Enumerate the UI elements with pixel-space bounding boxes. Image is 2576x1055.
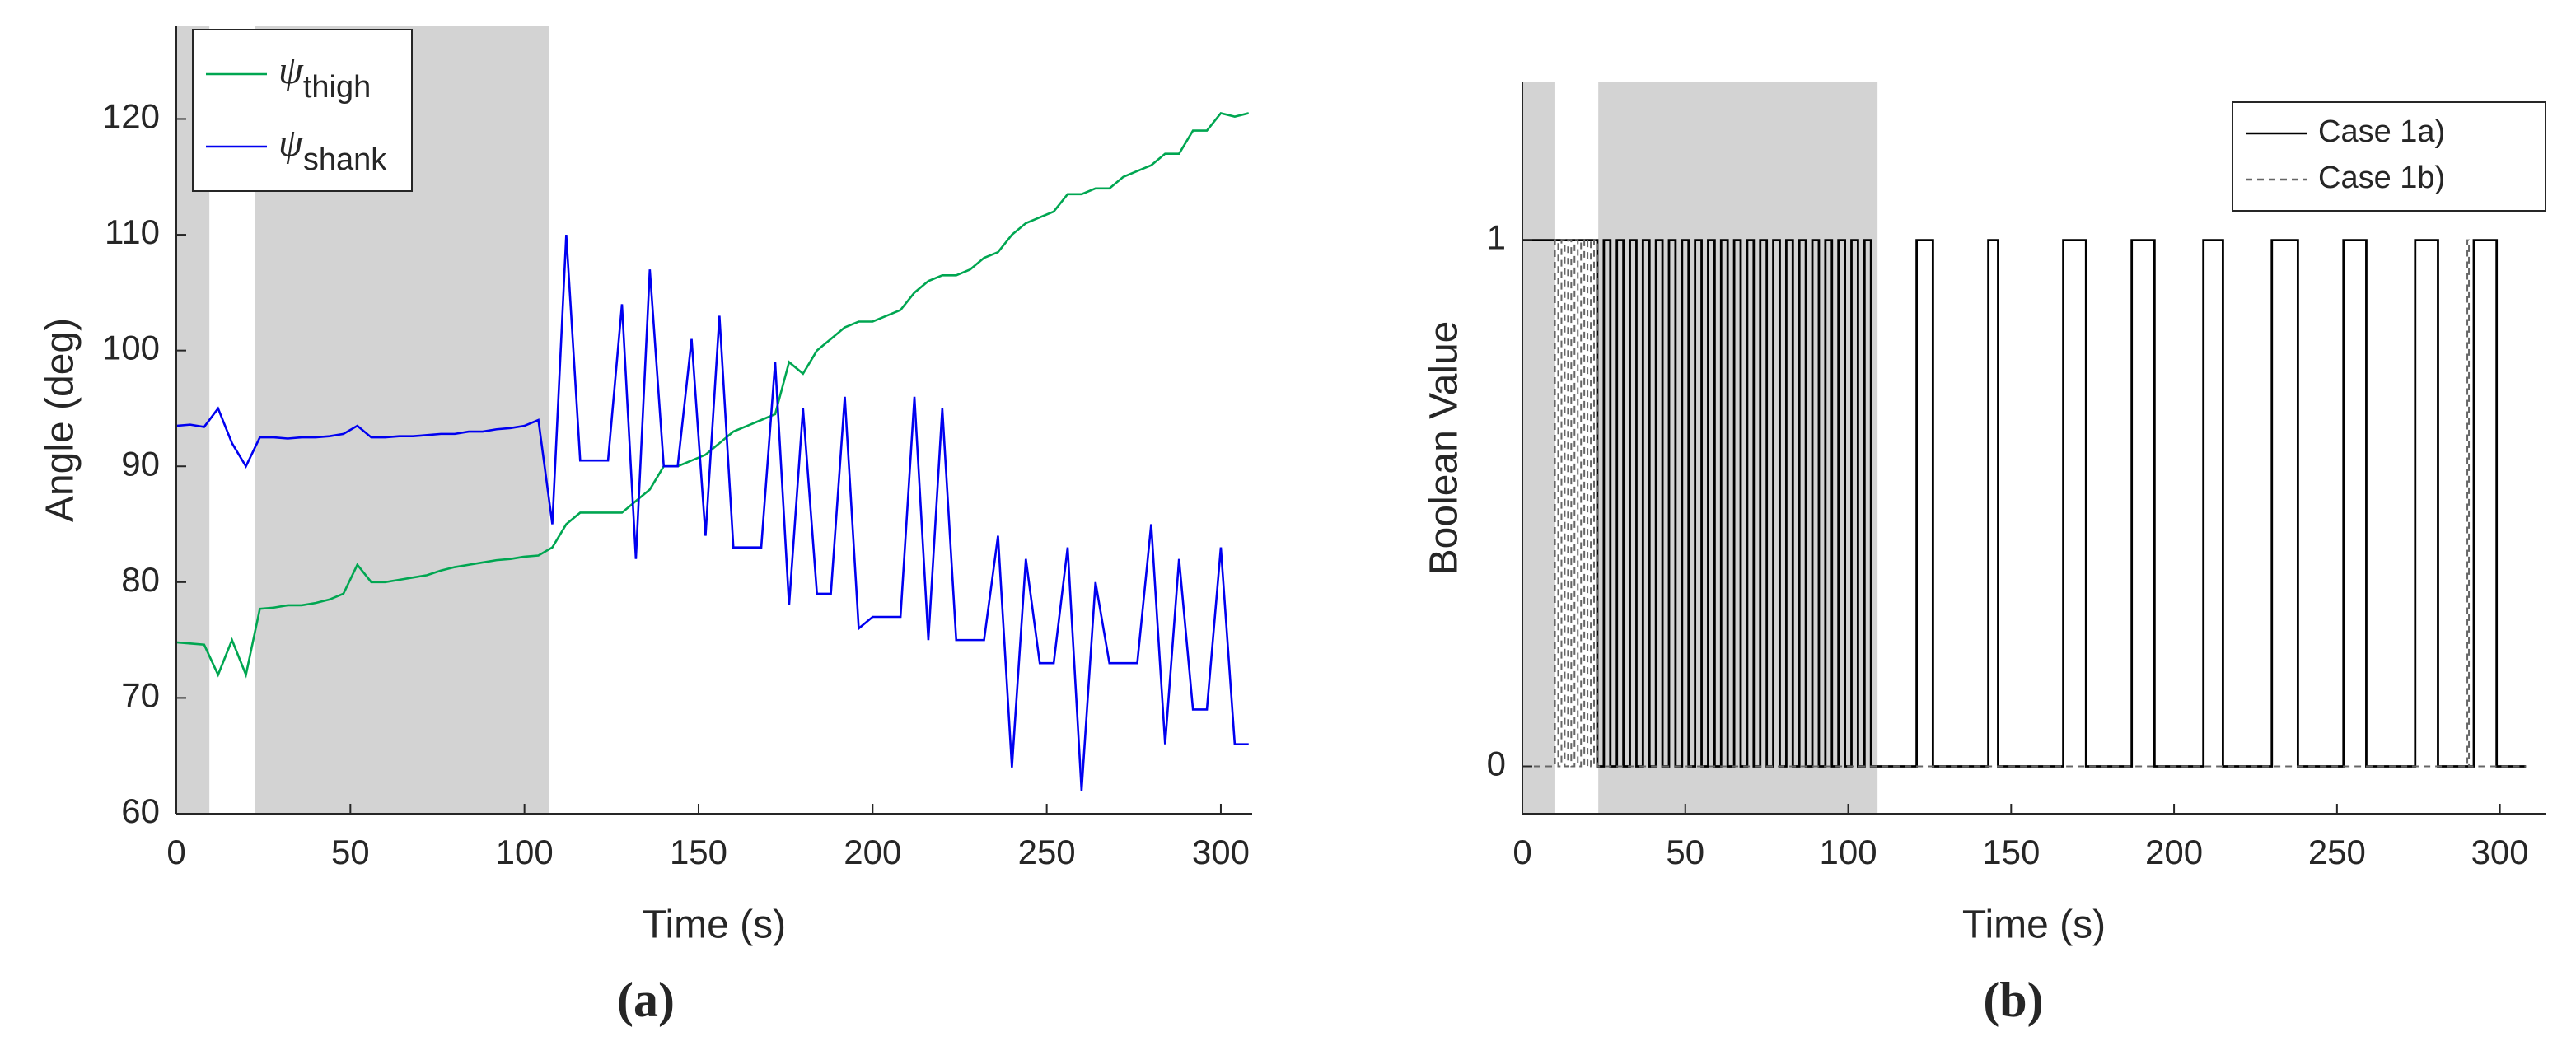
y-tick-label: 80	[121, 560, 160, 599]
y-tick-label: 90	[121, 444, 160, 483]
y-tick-label: 110	[105, 212, 160, 251]
data-line	[176, 234, 1249, 791]
x-tick-label: 250	[1018, 833, 1076, 871]
caption: (b)	[1983, 973, 2043, 1027]
legend-subscript: thigh	[303, 70, 371, 105]
step-line	[1522, 239, 2527, 768]
x-tick-label: 100	[1820, 833, 1877, 871]
data-line	[176, 111, 1250, 679]
x-tick-label: 100	[496, 833, 554, 871]
legend-box	[192, 29, 413, 192]
x-tick-label: 200	[2145, 833, 2203, 871]
shaded-region	[1522, 82, 1555, 814]
legend-label: Case 1a)	[2318, 114, 2445, 149]
shaded-region	[1598, 82, 1878, 814]
y-axis-label: Boolean Value	[1423, 321, 1466, 576]
step-line	[1522, 239, 2527, 768]
x-axis-label: Time (s)	[1962, 903, 2106, 947]
legend-label: ψshank	[278, 121, 387, 177]
legend-label: Case 1b)	[2318, 161, 2445, 195]
x-tick-label: 250	[2308, 833, 2366, 871]
x-tick-label: 300	[1192, 833, 1250, 871]
x-tick-label: 300	[2471, 833, 2529, 871]
x-tick-label: 150	[1982, 833, 2040, 871]
y-tick-label: 120	[102, 97, 160, 136]
x-tick-label: 0	[1512, 833, 1531, 871]
x-tick-label: 0	[166, 833, 185, 871]
x-tick-label: 200	[844, 833, 901, 871]
y-axis-label: Angle (deg)	[39, 318, 82, 522]
x-axis-label: Time (s)	[643, 903, 786, 947]
legend-symbol: ψ	[278, 121, 304, 165]
y-tick-label: 0	[1487, 745, 1506, 783]
y-tick-label: 1	[1487, 218, 1506, 257]
y-tick-label: 100	[102, 329, 160, 367]
y-tick-label: 70	[121, 676, 160, 715]
caption: (a)	[617, 973, 675, 1027]
x-tick-label: 50	[1666, 833, 1704, 871]
x-tick-label: 50	[331, 833, 370, 871]
legend-symbol: ψ	[278, 49, 304, 92]
legend-subscript: shank	[303, 142, 387, 177]
legend-box	[2232, 101, 2546, 212]
x-tick-label: 150	[670, 833, 727, 871]
legend-label: ψthigh	[278, 49, 371, 105]
y-tick-label: 60	[121, 791, 160, 830]
